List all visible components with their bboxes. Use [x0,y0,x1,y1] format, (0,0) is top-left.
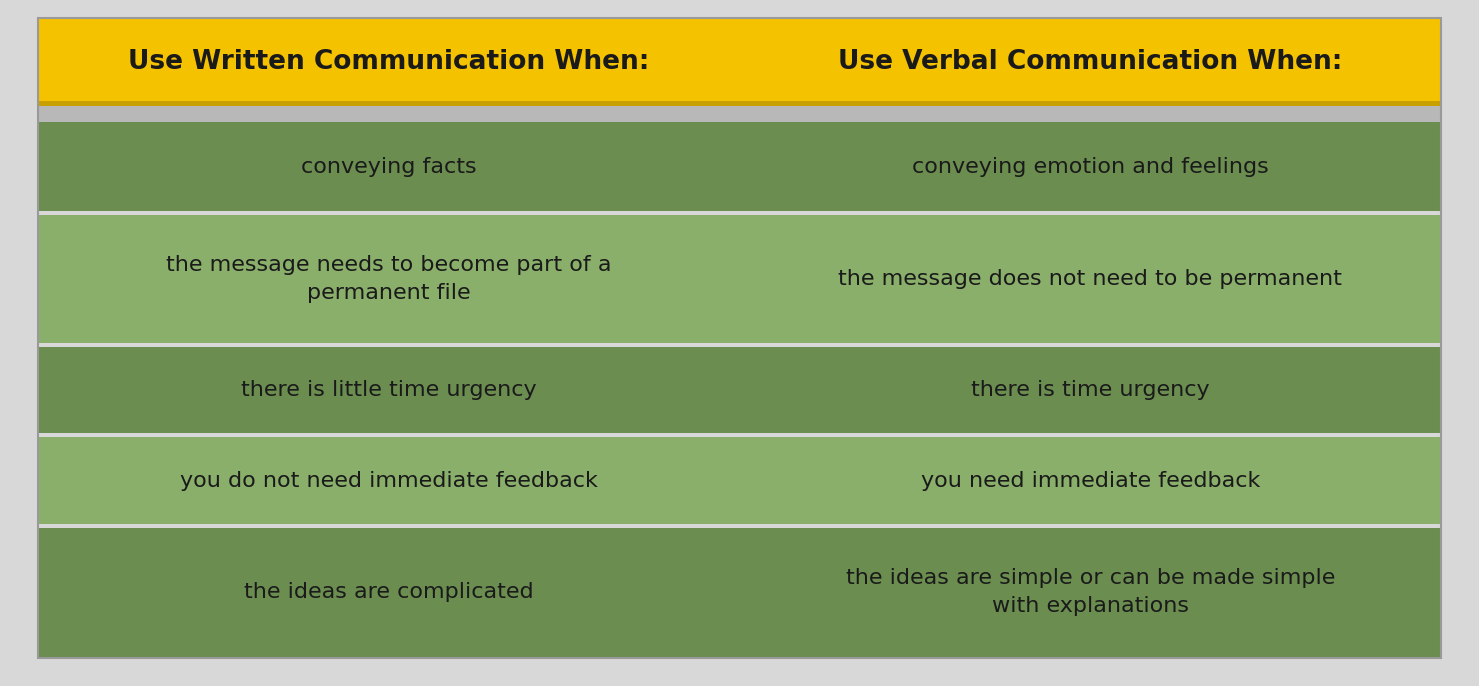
Bar [38,101,1441,106]
Text: you need immediate feedback: you need immediate feedback [920,471,1260,491]
Bar [38,342,1441,346]
Text: conveying facts: conveying facts [300,157,476,178]
Text: conveying emotion and feelings: conveying emotion and feelings [913,157,1269,178]
Text: there is time urgency: there is time urgency [970,380,1210,400]
Text: there is little time urgency: there is little time urgency [241,380,537,400]
Text: Use Verbal Communication When:: Use Verbal Communication When: [839,49,1343,75]
Bar [38,122,1441,213]
Text: Use Written Communication When:: Use Written Communication When: [129,49,649,75]
Text: you do not need immediate feedback: you do not need immediate feedback [180,471,598,491]
Bar [38,213,1441,344]
Bar [38,436,1441,526]
Text: the ideas are simple or can be made simple
with explanations: the ideas are simple or can be made simp… [846,568,1336,616]
Text: the message needs to become part of a
permanent file: the message needs to become part of a pe… [166,255,611,303]
Bar [38,434,1441,438]
Bar [38,526,1441,658]
Bar [38,344,1441,436]
Bar [38,18,1441,106]
Text: the ideas are complicated: the ideas are complicated [244,582,534,602]
Bar [38,211,1441,215]
Bar [38,524,1441,528]
Text: the message does not need to be permanent: the message does not need to be permanen… [839,269,1341,289]
